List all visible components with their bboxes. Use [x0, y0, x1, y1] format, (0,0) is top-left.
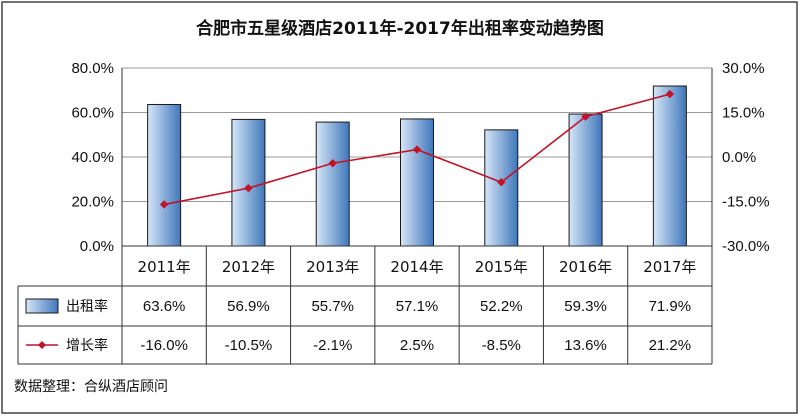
x-category-label: 2016年 [559, 258, 612, 276]
table-cell-growth: 21.2% [649, 337, 692, 354]
table-cell-occupancy: 52.2% [480, 298, 523, 315]
growth-marker-2012年 [244, 183, 253, 193]
y-left-tick-label: 60.0% [71, 105, 114, 122]
y-left-tick-label: 20.0% [71, 194, 114, 211]
legend-label-occupancy: 出租率 [66, 298, 108, 315]
table-cell-occupancy: 56.9% [227, 298, 270, 315]
y-right-tick-label: 15.0% [722, 105, 765, 122]
x-category-label: 2014年 [390, 258, 443, 276]
y-left-tick-label: 0.0% [80, 238, 114, 255]
data-table: 2011年 2012年 2013年 2014年 2015年 2016年 2017年出租率 63… [17, 245, 713, 365]
table-cell-growth: 2.5% [400, 337, 434, 354]
x-category-label: 2017年 [643, 258, 696, 276]
y-right-tick-label: -15.0% [722, 194, 770, 211]
axes: 0.0% 20.0% 40.0% 60.0% 80.0% -30.0% -15.0% 0.0%… [71, 60, 769, 255]
bar-2013年 [315, 121, 350, 247]
growth-marker-2013年 [328, 159, 337, 168]
x-category-label: 2013年 [306, 258, 359, 276]
legend-key-bar [25, 298, 59, 314]
y-right-tick-label: 30.0% [722, 60, 765, 77]
source-note: 数据整理：合纵酒店顾问 [14, 379, 168, 395]
bar-2017年 [652, 85, 687, 247]
x-category-label: 2011年 [138, 258, 191, 276]
table-cell-growth: 13.6% [564, 337, 607, 354]
growth-marker-2014年 [412, 145, 422, 154]
y-left-tick-label: 40.0% [71, 149, 114, 166]
chart-title: 合肥市五星级酒店2011年-2017年出租率变动趋势图 [196, 18, 604, 39]
x-category-label: 2012年 [222, 258, 275, 276]
table-cell-growth: -10.5% [225, 337, 273, 354]
growth-marker-2011年 [159, 200, 169, 209]
growth-marker-2015年 [497, 178, 506, 187]
y-left-tick-label: 80.0% [71, 60, 114, 77]
x-category-label: 2015年 [475, 258, 528, 276]
legend-key-marker [38, 341, 46, 349]
bar-2014年 [400, 118, 434, 247]
table-cell-growth: -8.5% [482, 337, 521, 354]
y-right-tick-label: 0.0% [722, 149, 756, 166]
table-cell-occupancy: 63.6% [143, 298, 186, 315]
bar-2011年 [147, 103, 182, 247]
table-cell-occupancy: 57.1% [396, 298, 439, 315]
growth-marker-2016年 [581, 112, 590, 121]
growth-marker-2017年 [665, 89, 675, 99]
table-cell-occupancy: 59.3% [564, 298, 607, 315]
bar-series [147, 85, 687, 247]
bar-2015年 [484, 129, 519, 247]
bar-2012年 [231, 118, 266, 247]
table-cell-occupancy: 55.7% [311, 298, 354, 315]
table-cell-growth: -2.1% [313, 337, 352, 354]
bar-2016年 [568, 113, 603, 247]
table-cell-growth: -16.0% [140, 337, 188, 354]
table-cell-occupancy: 71.9% [649, 298, 692, 315]
growth-line-series [159, 89, 675, 209]
legend-label-growth: 增长率 [66, 337, 108, 354]
y-right-tick-label: -30.0% [722, 238, 770, 255]
